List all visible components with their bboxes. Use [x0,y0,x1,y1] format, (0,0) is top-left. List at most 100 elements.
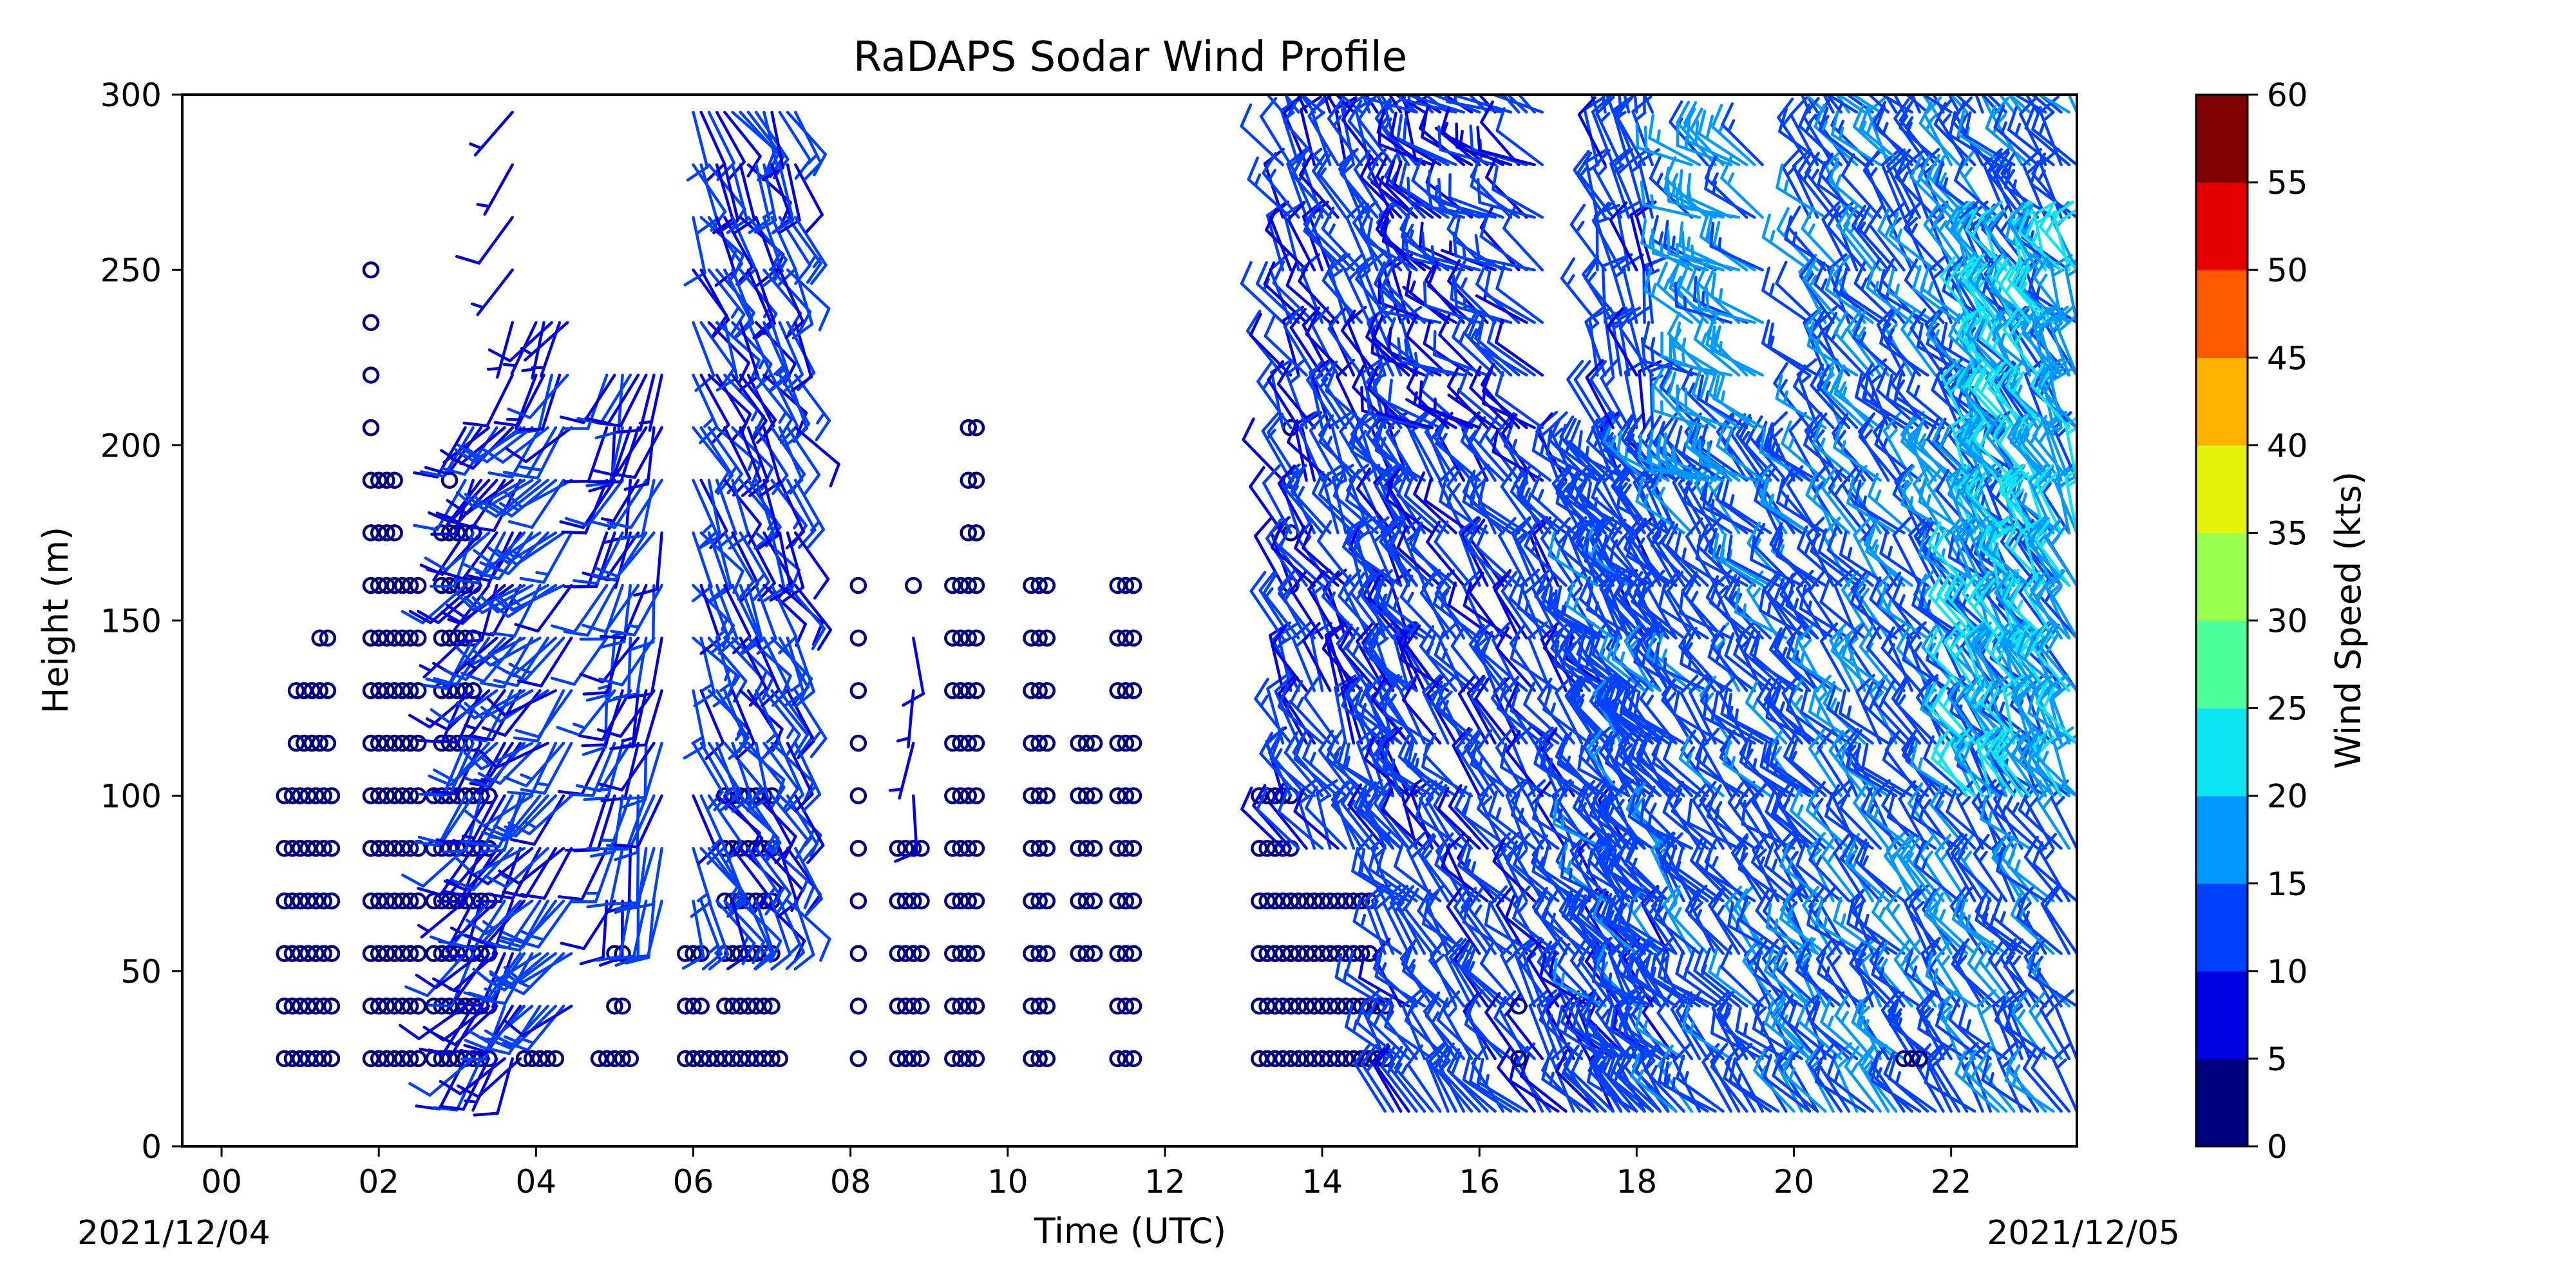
calm-wind-marker [523,1050,541,1068]
calm-wind-marker [598,1050,616,1068]
calm-wind-marker [409,682,427,699]
wind-barb [482,426,549,464]
calm-wind-marker [952,734,969,752]
calm-wind-marker [944,629,961,647]
wind-barb [413,794,467,848]
calm-wind-marker [1070,840,1087,857]
calm-wind-marker [952,682,969,699]
calm-wind-marker [295,734,313,752]
start-date-label: 2021/12/04 [77,1214,270,1253]
colorbar-tick-label: 0 [2267,1128,2287,1166]
calm-wind-marker [944,840,961,857]
calm-wind-marker [1070,945,1087,962]
calm-wind-marker [276,1050,293,1068]
calm-wind-marker [685,998,702,1015]
calm-wind-marker [849,734,867,752]
calm-wind-marker [1117,1050,1135,1068]
calm-wind-marker [409,945,427,962]
calm-wind-marker [401,682,419,699]
calm-wind-marker [362,840,380,857]
wind-barb [413,478,467,531]
wind-barb [786,268,831,332]
calm-wind-marker [386,524,403,542]
wind-barb [507,794,573,836]
wind-barb [598,636,656,687]
calm-wind-marker [732,998,749,1015]
calm-wind-marker [967,840,985,857]
wind-barb [712,636,735,708]
calm-wind-marker [913,998,930,1015]
wind-barb [568,741,616,797]
wind-barb [757,478,781,550]
calm-wind-marker [952,840,969,857]
calm-wind-marker [1305,998,1323,1015]
wind-barb [762,531,786,602]
calm-wind-marker [440,1050,459,1068]
calm-wind-marker [889,998,907,1015]
wind-barb [778,426,804,497]
calm-wind-marker [283,840,301,857]
wind-barb [463,583,534,614]
calm-wind-marker [386,787,403,804]
colorbar-tick-label: 25 [2267,690,2308,728]
calm-wind-marker [960,945,977,962]
wind-barb [556,689,616,737]
calm-wind-marker [1117,998,1135,1015]
calm-wind-marker [386,471,403,489]
calm-wind-marker [1313,892,1331,910]
calm-wind-marker [291,892,309,910]
calm-wind-marker [409,629,427,647]
wind-barb [515,689,573,739]
colorbar-segment [2196,971,2248,1059]
calm-wind-marker [299,945,317,962]
calm-wind-marker [677,1050,694,1068]
wind-barb [415,952,483,990]
colorbar-segment [2196,445,2248,534]
calm-wind-marker [370,629,388,647]
calm-wind-marker [960,787,977,804]
calm-wind-marker [1077,945,1095,962]
colorbar-tick-label: 45 [2267,339,2308,377]
calm-wind-marker [967,471,985,489]
calm-wind-marker [1124,787,1142,804]
calm-wind-marker [739,1050,757,1068]
calm-wind-marker [319,629,337,647]
calm-wind-marker [276,998,293,1015]
calm-wind-marker [1085,892,1103,910]
wind-barb [610,426,663,479]
calm-wind-marker [913,945,930,962]
wind-barb [482,952,549,992]
y-tick-label: 250 [100,252,162,289]
wind-barb [623,899,663,960]
calm-wind-marker [401,576,419,594]
x-tick-label: 12 [1144,1163,1186,1200]
wind-barb [616,374,656,434]
calm-wind-marker [952,998,969,1015]
calm-wind-marker [307,787,325,804]
calm-wind-marker [1038,629,1056,647]
calm-wind-marker [960,1050,977,1068]
calm-wind-marker [1251,840,1268,857]
wind-barb [1253,516,1285,587]
calm-wind-marker [905,840,922,857]
calm-wind-marker [1321,1050,1339,1068]
calm-wind-marker [547,1050,565,1068]
x-tick-label: 04 [516,1163,557,1200]
calm-wind-marker [362,998,380,1015]
wind-barb [1240,786,1285,850]
calm-wind-marker [386,629,403,647]
calm-wind-marker [1321,998,1339,1015]
calm-wind-marker [291,787,309,804]
calm-wind-marker [378,524,395,542]
calm-wind-marker [1109,576,1126,594]
wind-barb [416,583,483,625]
calm-wind-marker [362,892,380,910]
wind-barb [505,426,573,464]
calm-wind-marker [1282,945,1300,962]
calm-wind-marker [299,998,317,1015]
wind-barb [902,636,925,707]
calm-wind-marker [755,998,773,1015]
calm-wind-marker [1352,892,1370,910]
calm-wind-marker [1117,945,1135,962]
wind-barb [731,847,768,914]
